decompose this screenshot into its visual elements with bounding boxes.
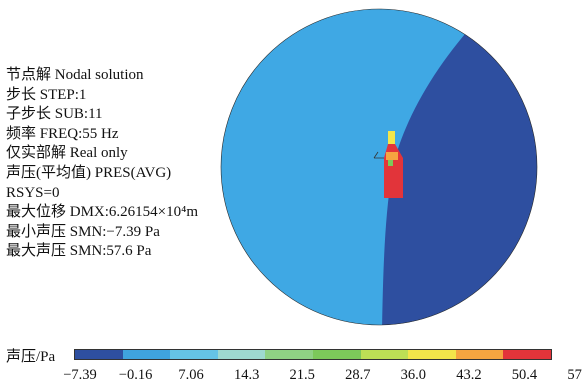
legend-tick: 43.2: [456, 367, 482, 383]
info-line-step: 步长 STEP:1: [6, 86, 87, 103]
legend-tick: −0.16: [118, 367, 153, 383]
legend-tick: 21.5: [289, 367, 315, 383]
legend-swatch: [265, 350, 313, 359]
legend-swatch: [503, 350, 551, 359]
legend-swatch: [312, 350, 361, 359]
info-line-max-displacement: 最大位移 DMX:6.26154×10⁴m: [6, 204, 199, 221]
info-line-rsys: RSYS=0: [6, 184, 60, 201]
legend-swatch: [455, 350, 504, 359]
legend-tick: 36.0: [400, 367, 427, 383]
legend-tick: 57.6: [567, 367, 582, 383]
legend-swatch: [75, 350, 123, 359]
legend-swatch: [170, 350, 218, 359]
legend-tick: 14.3: [233, 367, 260, 383]
bottle-model: [373, 131, 403, 198]
legend-swatch: [360, 350, 409, 359]
color-legend-bar: [74, 349, 552, 360]
legend-tick: 28.7: [345, 367, 371, 383]
info-line-nodal-solution: 节点解 Nodal solution: [6, 67, 144, 83]
legend-swatch: [408, 350, 456, 359]
axis-triad: [373, 151, 384, 159]
bottle-cool-band: [388, 160, 393, 166]
legend-swatch: [122, 350, 171, 359]
legend-title: 声压/Pa: [6, 349, 56, 365]
info-line-frequency: 频率 FREQ:55 Hz: [6, 125, 119, 142]
domain-outline: [220, 8, 538, 326]
legend-tick: 7.06: [178, 367, 204, 383]
bottle-neck: [388, 131, 395, 144]
legend-tick: 50.4: [511, 367, 538, 383]
info-line-max-pressure: 最大声压 SMN:57.6 Pa: [6, 243, 152, 260]
solution-info-block: 节点解 Nodal solution 步长 STEP:1 子步长 SUB:11 …: [6, 66, 198, 262]
legend-tick: −7.39: [63, 367, 97, 383]
info-line-pressure-avg: 声压(平均值) PRES(AVG): [6, 164, 172, 181]
info-line-substep: 子步长 SUB:11: [6, 106, 103, 123]
info-line-min-pressure: 最小声压 SMN:−7.39 Pa: [6, 223, 160, 240]
legend-tick-labels: −7.39 −0.16 7.06 14.3 21.5 28.7 36.0 43.…: [58, 367, 582, 387]
bottle-shoulder-band: [386, 152, 398, 160]
legend-swatch: [217, 350, 266, 359]
info-line-real-only: 仅实部解 Real only: [6, 145, 128, 162]
